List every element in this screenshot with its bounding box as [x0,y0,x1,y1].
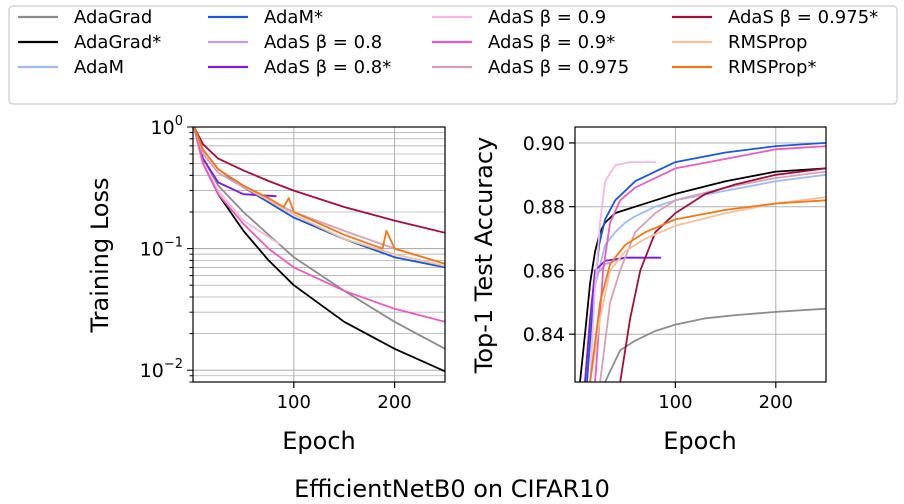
loss-series-line [193,127,445,234]
legend-label: AdaGrad [74,7,152,28]
accuracy-panel: 100 200 0.84 0.86 0.88 0.90 Top-1 Test Accura… [470,126,827,455]
accuracy-series-line [619,167,826,382]
loss-series-line [193,127,445,350]
legend-entry: AdaM* [208,7,323,28]
accuracy-series-line [584,256,662,382]
legend-label: AdaS β = 0.8* [264,57,391,78]
loss-xlabel: Epoch [282,427,356,455]
loss-series-line [193,127,445,265]
legend-label: AdaS β = 0.8 [264,32,382,53]
legend-label: AdaS β = 0.975 [488,57,629,78]
accuracy-y-tick-label: 0.84 [523,324,565,346]
accuracy-ylabel: Top-1 Test Accuracy [470,137,498,375]
loss-series [193,127,445,373]
legend-entry: AdaGrad [18,7,152,28]
loss-series-line [193,127,445,265]
legend-entry: AdaS β = 0.9* [432,32,615,53]
legend-label: AdaS β = 0.975* [728,7,878,28]
loss-series-line [193,127,445,269]
loss-x-tick-label: 200 [377,392,411,413]
legend: AdaGrad AdaGrad* AdaM AdaM* AdaS β = 0.8 AdaS… [8,5,898,105]
accuracy-grid [575,127,826,382]
accuracy-series-line [584,173,826,382]
legend-label: AdaS β = 0.9 [488,7,606,28]
loss-series-line [193,127,280,245]
accuracy-series-line [589,196,826,382]
legend-entry: AdaS β = 0.9 [432,7,606,28]
legend-frame [8,5,898,105]
legend-entry: AdaS β = 0.975 [432,57,629,78]
accuracy-y-tick-label: 0.86 [523,260,565,282]
loss-panel: 100 200 100 10−1 10−2 Training Loss Epoch [86,114,446,455]
accuracy-series-line [599,170,826,382]
accuracy-series-line [594,145,826,382]
loss-ticks: 100 200 100 10−1 10−2 [140,114,412,413]
legend-entry: AdaS β = 0.975* [672,7,878,28]
legend-label: AdaS β = 0.9* [488,32,615,53]
accuracy-y-tick-label: 0.90 [523,133,565,155]
figure-caption: EfficientNetB0 on CIFAR10 [294,475,610,503]
loss-series-line [193,127,445,269]
legend-label: AdaGrad* [74,32,161,53]
legend-entry: AdaS β = 0.8* [208,57,391,78]
loss-series-line [193,127,277,198]
accuracy-series-line [589,161,657,382]
legend-entry: AdaS β = 0.8 [208,32,382,53]
loss-ylabel: Training Loss [86,178,114,334]
loss-y-tick-label: 10−2 [140,357,183,382]
accuracy-xlabel: Epoch [663,427,737,455]
legend-label: RMSProp* [728,57,816,78]
legend-entry: AdaGrad* [18,32,161,53]
loss-x-tick-label: 100 [277,392,311,413]
legend-label: RMSProp [728,32,807,53]
loss-y-tick-label: 100 [151,114,183,139]
legend-entry: AdaM [18,57,124,78]
legend-label: AdaM [74,57,124,78]
loss-series-line [193,127,445,267]
accuracy-axes-frame [574,126,827,383]
accuracy-y-tick-label: 0.88 [523,197,565,219]
legend-entries: AdaGrad AdaGrad* AdaM AdaM* AdaS β = 0.8 AdaS… [18,7,878,78]
loss-y-tick-label: 10−1 [140,236,183,261]
legend-entry: RMSProp [672,32,807,53]
legend-label: AdaM* [264,7,323,28]
accuracy-series-line [579,167,826,382]
accuracy-x-tick-label: 100 [658,392,692,413]
accuracy-x-tick-label: 200 [759,392,793,413]
legend-entry: RMSProp* [672,57,816,78]
loss-series-line [193,127,277,198]
accuracy-series-line [604,307,826,382]
accuracy-series-line [589,199,826,382]
accuracy-ticks: 100 200 0.84 0.86 0.88 0.90 [523,133,793,413]
accuracy-series [579,141,826,382]
loss-series-line [193,127,445,323]
